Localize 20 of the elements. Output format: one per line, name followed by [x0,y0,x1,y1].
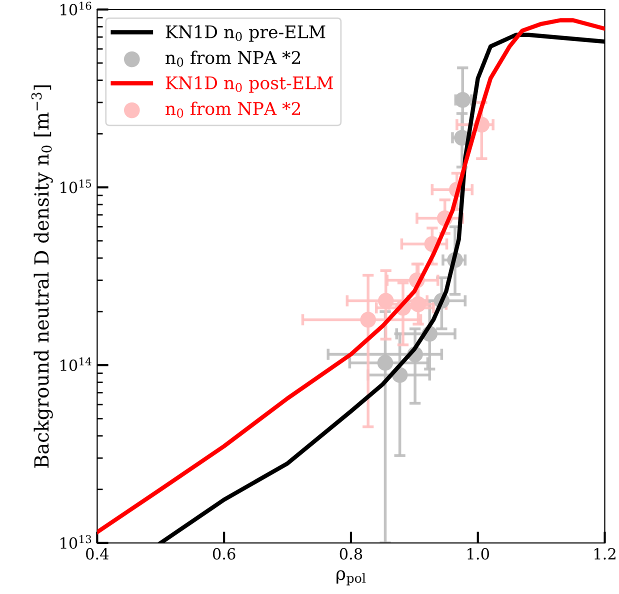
point [378,292,394,309]
x-tick-label: 1.0 [468,548,489,560]
point [410,296,426,312]
x-axis-title: ρ$_{pol}$ [336,570,366,586]
x-tick-label: 1.2 [594,548,616,560]
legend-label: KN1D n$_{0}$ pre-ELM [166,25,326,42]
y-axis-title: Background neutral D density n$_{0}$ [m$^{−3}$] [31,85,53,468]
y-tick-label: 10$^{16}$ [60,2,92,16]
line-series [97,18,605,534]
legend-label: n$_{0}$ from NPA *2 [166,50,300,67]
x-tick-label: 0.4 [86,548,109,560]
legend-label: n$_{0}$ from NPA *2 [166,102,300,118]
y-tick-label: 10$^{14}$ [60,357,92,372]
x-tick-label: 0.8 [340,548,362,560]
x-tick-label: 0.6 [212,548,236,560]
legend-label: KN1D n$_{0}$ post-ELM [166,76,333,93]
point [377,354,394,371]
y-tick-label: 10$^{15}$ [60,180,92,194]
y-tick-label: 10$^{13}$ [60,535,92,549]
point [360,312,376,328]
